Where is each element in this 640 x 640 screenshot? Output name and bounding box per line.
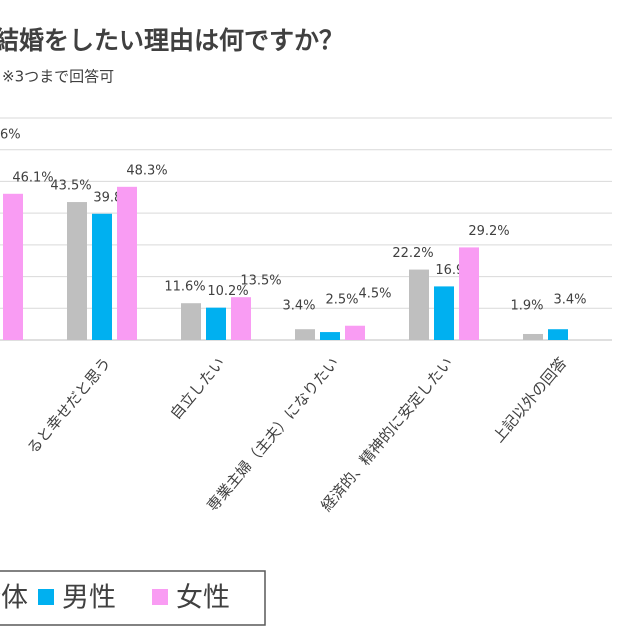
- legend-label: 全体: [0, 583, 28, 614]
- bar: [345, 325, 365, 340]
- data-label: 10.2%: [207, 284, 248, 299]
- data-label: 1.9%: [510, 299, 543, 314]
- x-tick-label: 専業主婦（主夫）になりたい: [203, 354, 342, 515]
- legend-label: 男性: [62, 583, 116, 614]
- bar: [3, 193, 23, 340]
- data-label: 29.2%: [468, 224, 509, 239]
- x-tick-label: 自立したい: [167, 354, 229, 423]
- data-label: 13.5%: [240, 274, 281, 289]
- bar: [295, 329, 315, 340]
- data-label: 3.4%: [282, 299, 315, 314]
- bar: [548, 329, 568, 340]
- legend-swatch: [38, 589, 54, 605]
- x-tick-label: 上記以外の回答: [489, 354, 570, 446]
- bar: [459, 247, 479, 340]
- data-label: 11.6%: [164, 280, 205, 295]
- data-label: 3.4%: [553, 293, 586, 308]
- legend-swatch: [152, 589, 168, 605]
- bar: [409, 269, 429, 340]
- bar: [434, 286, 454, 340]
- data-label: 2.5%: [325, 293, 358, 308]
- bar: [117, 186, 137, 340]
- chart-subtitle: ※3つまで回答可: [2, 68, 114, 86]
- data-label: 46.1%: [12, 170, 53, 185]
- bar: [231, 297, 251, 340]
- bar: [181, 303, 201, 340]
- data-label: 43.5%: [50, 179, 91, 194]
- data-label: 22.2%: [392, 246, 433, 261]
- data-label: 4.5%: [358, 287, 391, 302]
- bar: [206, 307, 226, 340]
- chart-title: 結婚をしたい理由は何ですか？: [0, 26, 344, 55]
- x-tick-label: 経済的、精神的に安定したい: [317, 354, 456, 515]
- data-label: 48.3%: [126, 163, 167, 178]
- data-label: 59.6%: [0, 127, 21, 142]
- legend-label: 女性: [176, 583, 230, 614]
- x-tick-label: ると幸せだと思う: [24, 354, 115, 458]
- bar: [523, 333, 543, 340]
- bar: [92, 213, 112, 340]
- bar: [320, 332, 340, 340]
- bar: [67, 202, 87, 340]
